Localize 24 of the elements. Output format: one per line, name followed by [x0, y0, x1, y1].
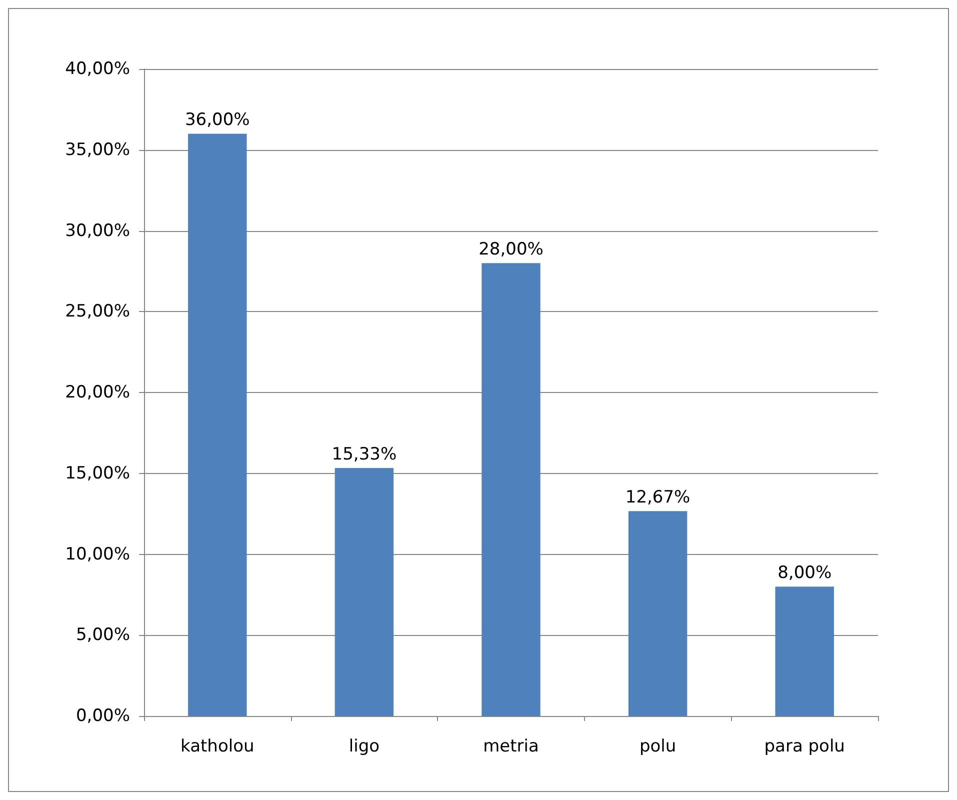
x-tick-label: katholou — [180, 736, 254, 756]
y-tick-label: 5,00% — [76, 625, 130, 646]
x-tick-label: para polu — [764, 736, 845, 756]
x-tick-label: polu — [639, 736, 676, 756]
data-label: 12,67% — [625, 488, 690, 508]
y-tick-label: 25,00% — [65, 302, 130, 322]
data-label: 36,00% — [184, 110, 250, 130]
data-label: 28,00% — [478, 240, 544, 260]
data-label: 15,33% — [332, 444, 397, 465]
y-tick-label: 10,00% — [65, 544, 130, 564]
data-label: 8,00% — [778, 563, 832, 584]
x-tick-label: ligo — [348, 736, 380, 756]
y-tick-label: 40,00% — [65, 59, 130, 79]
x-tick-label: metria — [483, 736, 539, 756]
y-tick-label: 35,00% — [65, 140, 130, 160]
y-tick-label: 20,00% — [65, 382, 130, 402]
bar — [775, 586, 834, 716]
bar — [482, 263, 540, 716]
y-tick-label: 0,00% — [76, 706, 130, 726]
bar — [628, 511, 688, 716]
y-tick-label: 30,00% — [65, 220, 130, 241]
y-tick-label: 15,00% — [65, 463, 130, 484]
bar — [334, 468, 394, 716]
bar — [188, 134, 247, 716]
